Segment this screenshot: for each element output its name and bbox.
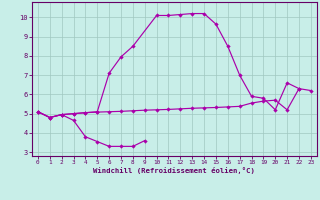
X-axis label: Windchill (Refroidissement éolien,°C): Windchill (Refroidissement éolien,°C)	[93, 167, 255, 174]
